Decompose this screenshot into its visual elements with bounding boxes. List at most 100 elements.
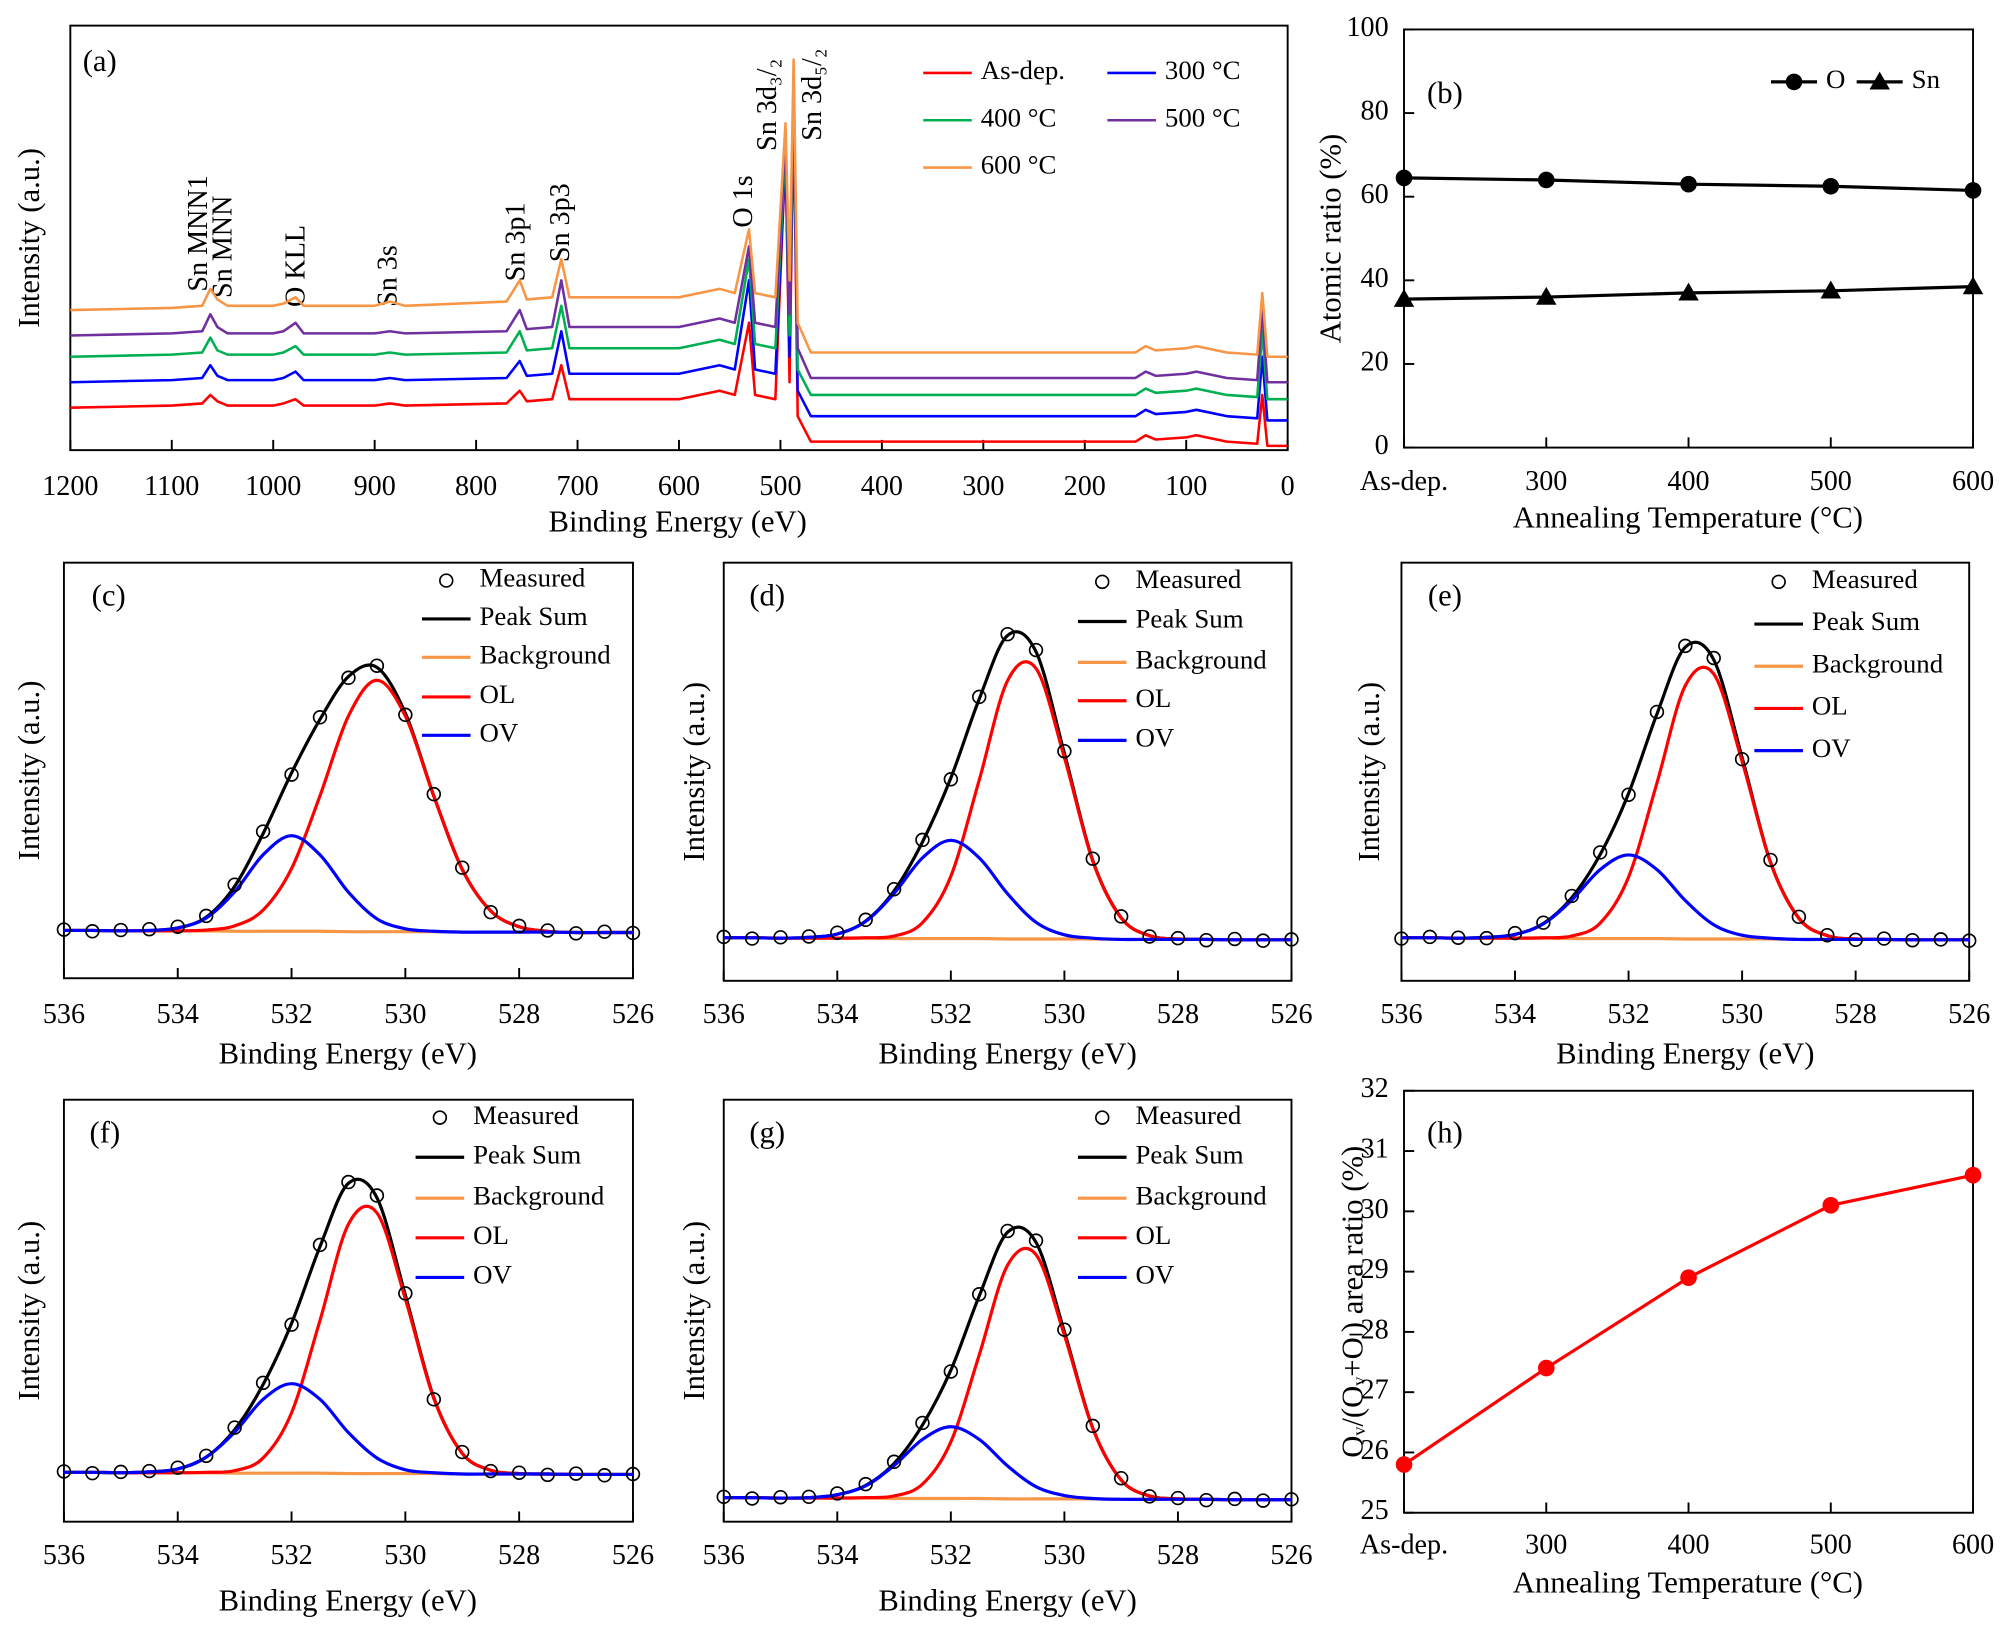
y-axis-title: Intensity (a.u.) [12,148,46,328]
peak-annotation: Sn 3d₃/₂ [752,59,783,151]
peak-annotation: Sn MNN1 [183,175,214,291]
data-point [801,1489,817,1505]
data-point [85,924,100,939]
x-tick-label: 500 [1810,466,1852,497]
data-point [915,832,930,848]
x-tick-label: 100 [1165,471,1207,502]
data-point [858,912,873,927]
data-point [1763,852,1778,868]
y-tick-label: 20 [1361,346,1389,377]
legend-text: Background [473,1180,605,1210]
legend-text: Background [1812,648,1944,678]
data-point [1621,787,1636,802]
y-axis-title: Intensity (a.u.) [12,1221,46,1401]
data-point [284,767,299,782]
legend-text: Measured [1812,564,1918,594]
data-point [568,926,584,941]
y-tick-label: 29 [1361,1254,1389,1285]
x-tick-label: 528 [498,999,540,1030]
data-point [369,658,385,673]
data-point [915,1415,930,1431]
x-tick-label: 536 [1380,999,1422,1030]
legend-text: OL [1812,691,1848,721]
data-point [1734,751,1750,767]
data-point [455,1444,470,1460]
x-tick-label: 534 [1494,999,1536,1030]
legend-text: OL [480,679,516,709]
x-tick-label: 528 [498,1540,540,1571]
x-tick-label: 526 [612,1540,654,1571]
data-point [1537,171,1555,189]
data-point [483,904,498,920]
data-point [1393,288,1415,307]
data-point [341,670,356,686]
series-line [70,100,1288,448]
data-point [1255,1493,1271,1508]
data-point [1537,1359,1555,1377]
series-line [63,1382,633,1477]
y-tick-label: 0 [1375,430,1389,461]
panel-label: (e) [1428,579,1462,613]
legend-marker [1095,574,1110,590]
data-point [1085,1418,1101,1434]
legend-text: 600 °C [981,150,1057,180]
legend-text: Background [1135,645,1267,675]
legend-text: Measured [1135,564,1241,594]
legend-text: Measured [480,563,586,593]
x-tick-label: 500 [759,471,801,502]
data-point [198,908,214,924]
data-point [1680,1269,1697,1286]
x-tick-label: 526 [1948,999,1990,1030]
legend-marker [439,573,454,588]
x-tick-label: 500 [1810,1530,1852,1561]
series-line [70,92,1288,422]
x-tick-label: 534 [816,1540,858,1571]
data-point [511,1465,527,1480]
data-point [1791,909,1807,925]
legend-text: 500 °C [1165,102,1241,132]
x-tick-label: 536 [43,1540,85,1571]
data-point [56,1464,72,1479]
y-tick-label: 27 [1361,1375,1389,1406]
y-tick-label: 28 [1361,1314,1389,1345]
data-point [284,1317,299,1332]
data-point [1199,1492,1214,1508]
x-tick-label: 600 [1952,466,1994,497]
x-tick-label: 530 [384,999,426,1030]
x-tick-label: 300 [1525,466,1567,497]
plot-frame [1403,28,1974,449]
data-point [1142,929,1157,944]
y-axis-title: Oᵥ/(Oᵥ+Oₗ) area ratio (%) [1335,1146,1369,1458]
data-point [170,1460,185,1475]
data-point [540,923,555,938]
series-line [63,834,633,935]
series-line [1401,853,1970,942]
plot-frame [1403,1089,1974,1514]
y-tick-label: 26 [1361,1435,1389,1466]
data-point [1422,929,1438,945]
data-point [597,1468,612,1483]
series-line [723,1246,1292,1502]
x-tick-label: 532 [930,1540,972,1571]
x-tick-label: As-dep. [1360,1530,1448,1561]
peak-annotation: O 1s [728,175,759,227]
plot-frame [722,561,1293,982]
legend-marker [432,1110,448,1125]
x-axis-title: Annealing Temperature (°C) [1513,1566,1863,1600]
peak-annotation: O KLL [280,225,311,307]
series-line [723,660,1292,942]
x-axis-title: Binding Energy (eV) [1556,1036,1814,1070]
x-tick-label: 536 [43,999,85,1030]
x-axis-title: Binding Energy (eV) [219,1584,477,1618]
x-tick-label: 526 [1270,999,1312,1030]
data-point [801,929,817,944]
data-point [943,1364,959,1379]
x-tick-label: 532 [270,1540,312,1571]
x-tick-label: 534 [816,999,858,1030]
x-tick-label: 200 [1064,471,1106,502]
x-tick-label: 536 [703,999,745,1030]
data-point [1822,1196,1840,1214]
x-tick-label: 532 [270,999,312,1030]
data-point [85,1465,100,1481]
x-axis-title: Binding Energy (eV) [549,504,807,538]
